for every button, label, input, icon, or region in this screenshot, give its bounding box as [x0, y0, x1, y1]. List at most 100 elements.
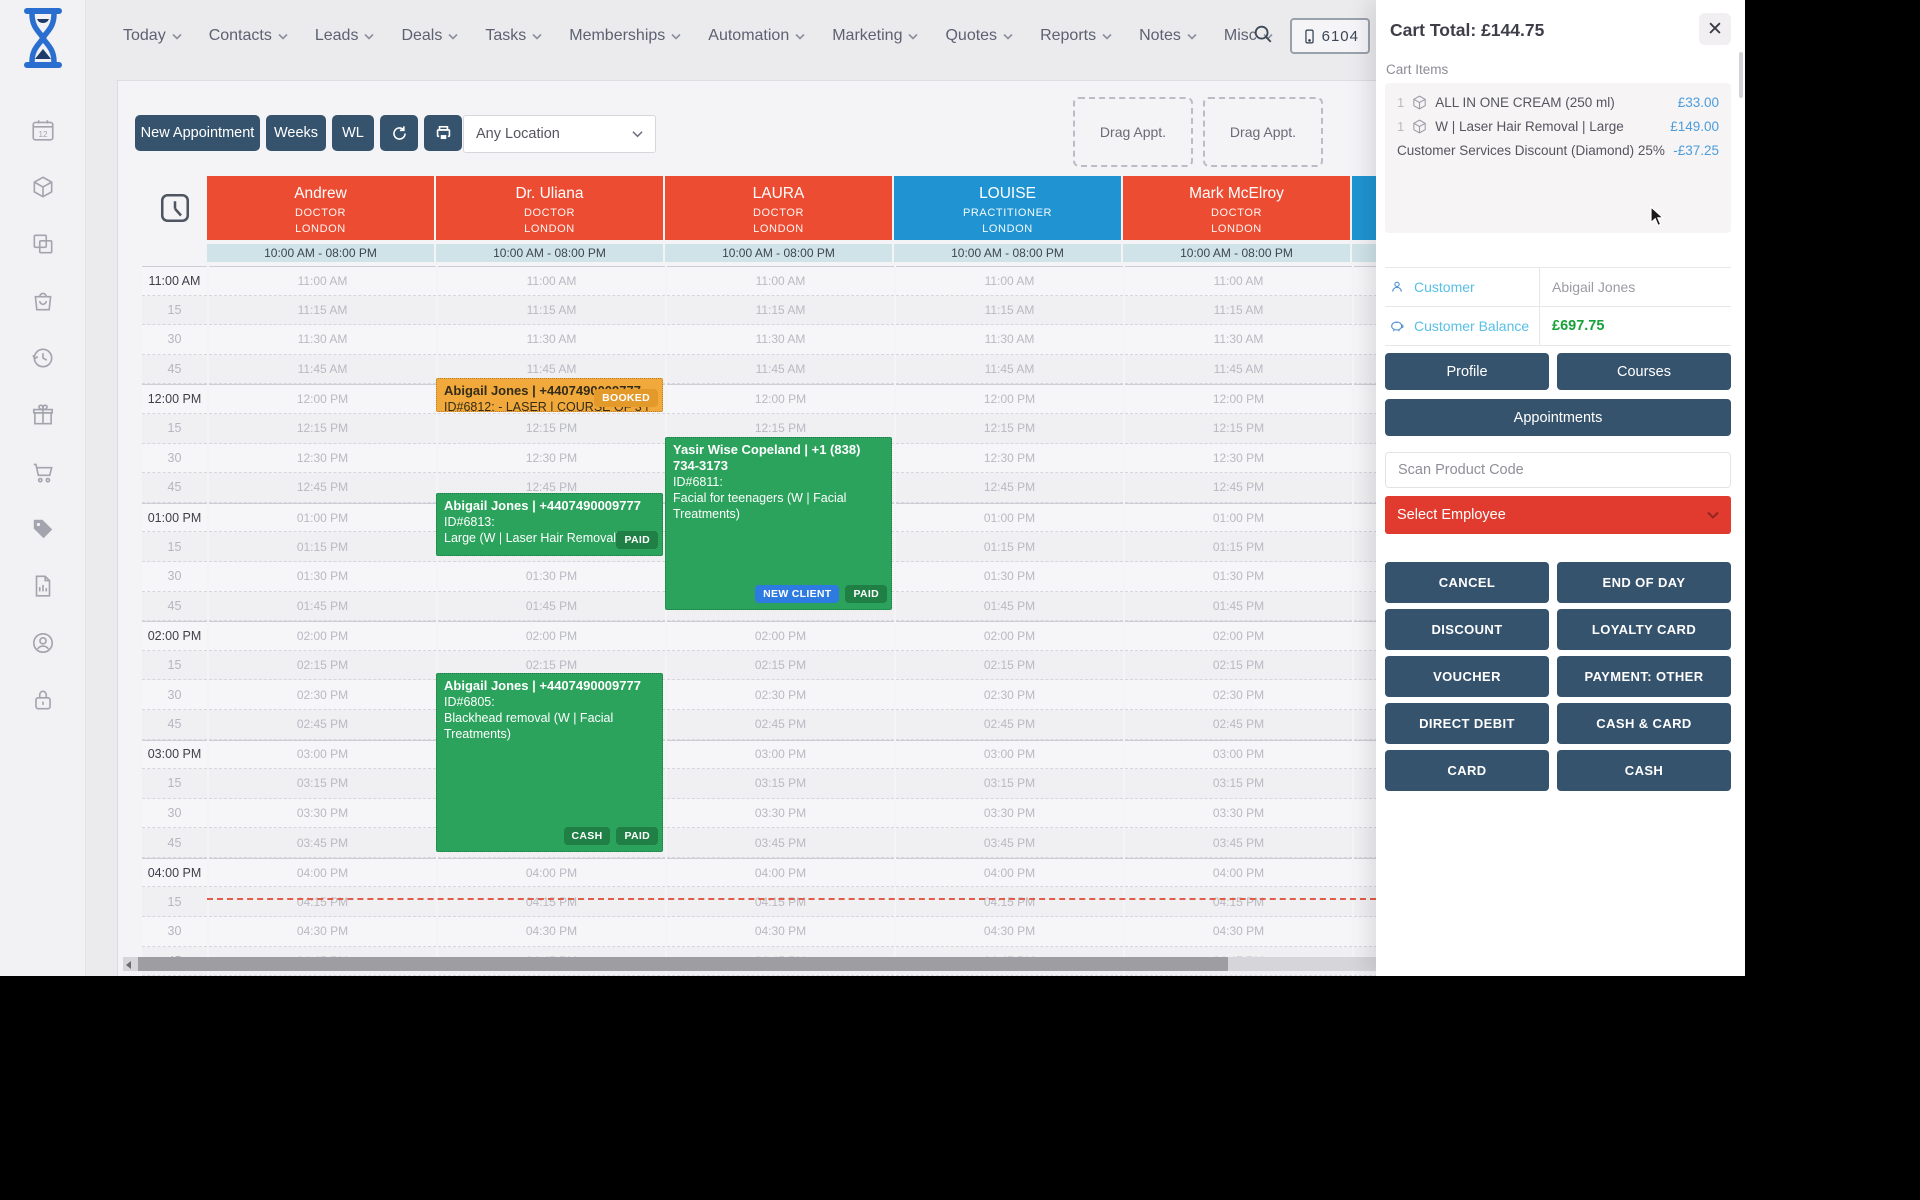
copy-icon[interactable] — [30, 231, 56, 257]
grid-cell[interactable]: 03:45 PM — [896, 828, 1123, 858]
end-of-day-button[interactable]: END OF DAY — [1557, 562, 1731, 603]
grid-cell[interactable]: 01:30 PM — [209, 561, 436, 592]
grid-cell[interactable]: 02:15 PM — [1125, 650, 1352, 681]
horizontal-scrollbar[interactable] — [123, 957, 1376, 971]
customer-balance-label[interactable]: Customer Balance — [1414, 318, 1530, 334]
grid-cell[interactable]: 03:15 PM — [1125, 769, 1352, 799]
grid-cell[interactable]: 11:15 AM — [667, 295, 894, 326]
grid-cell[interactable]: 04:30 PM — [438, 917, 665, 947]
nav-item-memberships[interactable]: Memberships — [569, 27, 681, 45]
grid-cell[interactable]: 11:00 AM — [667, 266, 894, 296]
voucher-button[interactable]: VOUCHER — [1385, 656, 1549, 697]
grid-cell[interactable]: 01:30 PM — [438, 561, 665, 592]
grid-cell[interactable]: 11:00 AM — [896, 266, 1123, 296]
nav-item-automation[interactable]: Automation — [708, 27, 805, 45]
grid-cell[interactable]: 01:00 PM — [896, 502, 1123, 533]
grid-cell[interactable]: 12:30 PM — [209, 443, 436, 474]
waitlist-button[interactable]: WL — [332, 115, 374, 151]
grid-cell[interactable]: 04:00 PM — [1125, 857, 1352, 888]
grid-cell[interactable]: 12:30 PM — [1125, 443, 1352, 474]
grid-cell[interactable]: 02:30 PM — [896, 680, 1123, 710]
cart-item-1[interactable]: 1 ALL IN ONE CREAM (250 ml) £33.00 — [1397, 94, 1719, 111]
grid-cell[interactable]: 04:30 PM — [1125, 917, 1352, 947]
account-icon[interactable] — [30, 630, 56, 656]
grid-cell[interactable]: 02:30 PM — [209, 680, 436, 710]
grid-cell[interactable]: 11:30 AM — [896, 325, 1123, 355]
grid-cell[interactable]: 02:15 PM — [896, 650, 1123, 681]
grid-cell[interactable]: 04:00 PM — [438, 857, 665, 888]
grid-cell[interactable]: 04:15 PM — [896, 887, 1123, 918]
grid-cell[interactable]: 12:15 PM — [1125, 413, 1352, 444]
grid-cell[interactable]: 03:15 PM — [896, 769, 1123, 799]
appointments-button[interactable]: Appointments — [1385, 399, 1731, 436]
grid-cell[interactable]: 11:00 AM — [438, 266, 665, 296]
weeks-button[interactable]: Weeks — [266, 115, 326, 151]
grid-cell[interactable]: 12:45 PM — [209, 473, 436, 503]
grid-cell[interactable]: 11:00 AM — [209, 266, 436, 296]
grid-cell[interactable]: 12:15 PM — [209, 413, 436, 444]
grid-cell[interactable]: 01:15 PM — [209, 532, 436, 562]
grid-cell[interactable]: 03:30 PM — [896, 798, 1123, 829]
grid-cell[interactable]: 04:15 PM — [1125, 887, 1352, 918]
cart-icon[interactable] — [30, 459, 56, 485]
grid-cell[interactable]: 02:00 PM — [438, 621, 665, 651]
nav-item-leads[interactable]: Leads — [315, 27, 375, 45]
appointment-4[interactable]: Abigail Jones | +4407490009777 ID#6805: Bl… — [436, 673, 663, 852]
payment-other-button[interactable]: PAYMENT: OTHER — [1557, 656, 1731, 697]
grid-cell[interactable]: 04:00 PM — [667, 857, 894, 888]
new-appointment-button[interactable]: New Appointment — [135, 115, 260, 151]
grid-cell[interactable]: 02:15 PM — [209, 650, 436, 681]
nav-item-reports[interactable]: Reports — [1040, 27, 1112, 45]
scan-product-code-input[interactable]: Scan Product Code — [1385, 452, 1731, 488]
grid-cell[interactable]: 12:15 PM — [438, 413, 665, 444]
panel-scrollbar-thumb[interactable] — [1739, 52, 1743, 98]
appointment-3[interactable]: Abigail Jones | +4407490009777 ID#6813: La… — [436, 493, 663, 556]
nav-item-notes[interactable]: Notes — [1139, 27, 1197, 45]
grid-cell[interactable]: 03:15 PM — [209, 769, 436, 799]
grid-cell[interactable]: 04:30 PM — [209, 917, 436, 947]
gift-icon[interactable] — [30, 402, 56, 428]
appointment-2[interactable]: Yasir Wise Copeland | +1 (838) 734-3173 I… — [665, 437, 892, 610]
customer-name-field[interactable]: Abigail Jones — [1552, 279, 1636, 295]
grid-cell[interactable]: 11:45 AM — [1125, 354, 1352, 385]
grid-cell[interactable]: 01:15 PM — [896, 532, 1123, 562]
grid-cell[interactable]: 11:45 AM — [896, 354, 1123, 385]
grid-cell[interactable]: 03:45 PM — [1125, 828, 1352, 858]
grid-cell[interactable]: 11:00 AM — [1125, 266, 1352, 296]
grid-cell[interactable]: 12:00 PM — [209, 384, 436, 414]
grid-cell[interactable]: 03:30 PM — [209, 798, 436, 829]
grid-cell[interactable]: 01:00 PM — [209, 502, 436, 533]
grid-cell[interactable]: 11:15 AM — [209, 295, 436, 326]
loyalty-card-button[interactable]: LOYALTY CARD — [1557, 609, 1731, 650]
grid-cell[interactable]: 03:00 PM — [209, 739, 436, 770]
nav-item-quotes[interactable]: Quotes — [945, 27, 1013, 45]
grid-cell[interactable]: 12:15 PM — [896, 413, 1123, 444]
grid-cell[interactable]: 04:00 PM — [896, 857, 1123, 888]
grid-cell[interactable]: 03:45 PM — [667, 828, 894, 858]
courses-button[interactable]: Courses — [1557, 353, 1731, 390]
grid-cell[interactable]: 11:15 AM — [438, 295, 665, 326]
grid-cell[interactable]: 04:30 PM — [896, 917, 1123, 947]
refresh-button[interactable] — [380, 115, 418, 151]
grid-cell[interactable]: 02:45 PM — [667, 709, 894, 740]
grid-cell[interactable]: 04:15 PM — [667, 887, 894, 918]
drag-appointment-slot-2[interactable]: Drag Appt. — [1203, 97, 1323, 167]
card-button[interactable]: CARD — [1385, 750, 1549, 791]
price-tag-icon[interactable] — [30, 516, 56, 542]
cart-item-2[interactable]: 1 W | Laser Hair Removal | Large £149.00 — [1397, 118, 1719, 135]
profile-button[interactable]: Profile — [1385, 353, 1549, 390]
grid-cell[interactable]: 04:00 PM — [209, 857, 436, 888]
grid-cell[interactable]: 11:30 AM — [209, 325, 436, 355]
appointment-1[interactable]: Abigail Jones | +4407490009777 ID#6812: -… — [436, 378, 663, 412]
grid-cell[interactable]: 03:30 PM — [1125, 798, 1352, 829]
grid-cell[interactable]: 01:45 PM — [209, 591, 436, 622]
basket-icon[interactable] — [30, 288, 56, 314]
grid-cell[interactable]: 11:45 AM — [209, 354, 436, 385]
grid-cell[interactable]: 11:30 AM — [667, 325, 894, 355]
nav-item-tasks[interactable]: Tasks — [485, 27, 542, 45]
grid-cell[interactable]: 12:45 PM — [896, 473, 1123, 503]
grid-cell[interactable]: 02:00 PM — [667, 621, 894, 651]
grid-cell[interactable]: 04:15 PM — [438, 887, 665, 918]
grid-cell[interactable]: 02:00 PM — [896, 621, 1123, 651]
print-button[interactable] — [424, 115, 462, 151]
